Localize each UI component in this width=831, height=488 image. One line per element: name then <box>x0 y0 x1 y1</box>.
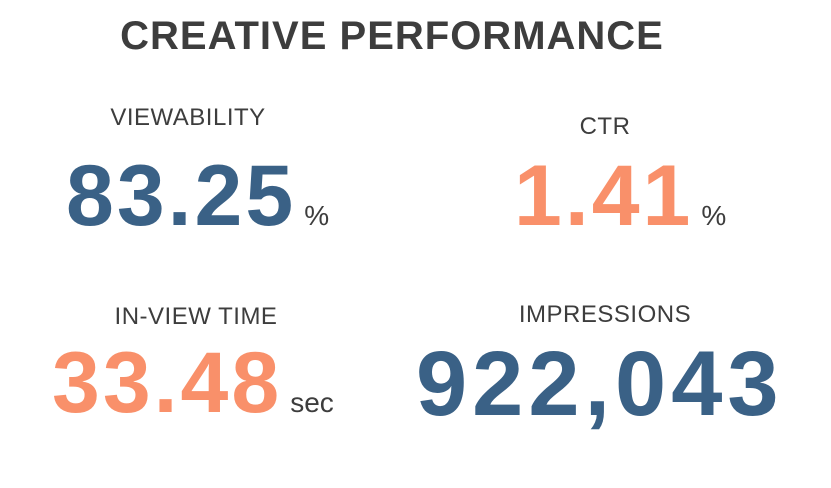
value-number: 33.48 <box>52 335 283 431</box>
metric-label: IMPRESSIONS <box>518 301 692 328</box>
metric-label: IN-VIEW TIME <box>114 303 278 330</box>
value-number: 1.41 <box>514 148 694 244</box>
metric-value: 83.25% <box>66 153 329 239</box>
value-unit: % <box>304 200 330 231</box>
metric-value: 922,043 <box>416 338 784 430</box>
metric-label: VIEWABILITY <box>110 104 266 131</box>
value-unit: % <box>701 200 727 231</box>
value-number: 922,043 <box>416 333 784 435</box>
value-unit: sec <box>290 387 334 418</box>
metric-value: 1.41% <box>514 153 726 239</box>
title: CREATIVE PERFORMANCE <box>120 14 664 58</box>
value-number: 83.25 <box>66 148 297 244</box>
metric-value: 33.48 sec <box>52 340 334 426</box>
metric-label: CTR <box>579 113 631 140</box>
